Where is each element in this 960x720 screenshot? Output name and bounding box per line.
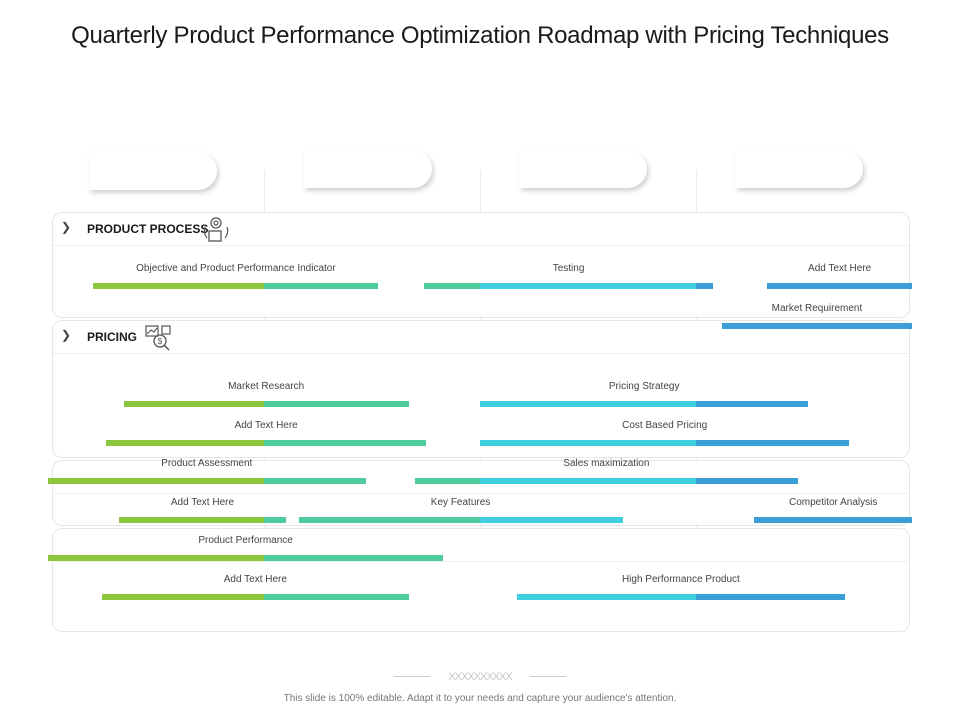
task-label: Product Performance bbox=[198, 535, 293, 546]
quarter-tab-q1: Q1 2021 bbox=[89, 152, 217, 190]
section-title: PRICING bbox=[87, 330, 138, 344]
quarter-tab-q3: Q3 2021 bbox=[519, 150, 647, 188]
task-bar-segment bbox=[123, 401, 264, 407]
task-bar-segment bbox=[480, 401, 696, 407]
task-bar-segment bbox=[93, 283, 264, 289]
task-bar-segment bbox=[754, 517, 912, 523]
quarter-label: Q2 2021 bbox=[335, 159, 401, 178]
row-divider bbox=[52, 561, 908, 562]
task-label: Add Text Here bbox=[223, 574, 287, 585]
task-label: Sales maximization bbox=[563, 458, 650, 469]
task-bar-segment bbox=[696, 440, 850, 446]
task-label: Market Requirement bbox=[771, 303, 863, 314]
task-label: Competitor Analysis bbox=[788, 497, 878, 508]
quarter-tab-q2: Q2 2021 bbox=[304, 150, 432, 188]
task-bar-segment bbox=[696, 283, 714, 289]
footer-decoration: XXXXXXXXXX bbox=[0, 668, 960, 686]
task-bar-segment bbox=[264, 283, 379, 289]
task-bar-segment bbox=[119, 517, 264, 523]
task-bar-segment bbox=[264, 517, 286, 523]
quarter-label: Q4 2021 bbox=[766, 159, 832, 178]
quarter-label: Q1 2021 bbox=[120, 161, 186, 180]
section-product-process: ❯ PRODUCT PROCESS bbox=[52, 212, 910, 318]
price-tag-chart-icon: $ bbox=[145, 325, 171, 351]
section-header[interactable]: ❯ PRICING $ bbox=[53, 321, 909, 354]
task-label: Pricing Strategy bbox=[608, 381, 680, 392]
task-label: Objective and Product Performance Indica… bbox=[136, 263, 336, 274]
chevron-down-icon[interactable]: ❯ bbox=[61, 328, 72, 342]
task-bar-segment bbox=[696, 594, 846, 600]
task-label: Product Assessment bbox=[161, 458, 253, 469]
task-bar-segment bbox=[480, 283, 696, 289]
page-title: Quarterly Product Performance Optimizati… bbox=[71, 22, 889, 49]
task-label: Testing bbox=[552, 263, 585, 274]
footer-note: This slide is 100% editable. Adapt it to… bbox=[283, 693, 677, 704]
quarter-label: Q3 2021 bbox=[550, 159, 616, 178]
task-bar-segment bbox=[696, 478, 798, 484]
task-bar-segment bbox=[48, 478, 264, 484]
task-bar-segment bbox=[696, 401, 809, 407]
row-divider bbox=[52, 493, 908, 494]
task-bar-segment bbox=[264, 555, 444, 561]
task-bar-segment bbox=[264, 440, 426, 446]
chevron-down-icon[interactable]: ❯ bbox=[61, 220, 72, 234]
footer-pattern: XXXXXXXXXX bbox=[448, 670, 512, 683]
task-bar-segment bbox=[264, 478, 366, 484]
task-bar-segment bbox=[721, 323, 912, 329]
task-bar-segment bbox=[298, 517, 480, 523]
task-bar-segment bbox=[415, 478, 480, 484]
task-label: High Performance Product bbox=[621, 574, 740, 585]
section-title: PRODUCT PROCESS bbox=[87, 222, 209, 236]
task-label: Add Text Here bbox=[170, 497, 235, 508]
svg-text:$: $ bbox=[158, 337, 163, 346]
task-bar-segment bbox=[264, 401, 409, 407]
task-label: Cost Based Pricing bbox=[622, 420, 708, 431]
task-bar-segment bbox=[48, 555, 264, 561]
task-bar-segment bbox=[102, 594, 264, 600]
task-label: Key Features bbox=[430, 497, 491, 508]
task-bar-segment bbox=[480, 517, 623, 523]
gear-box-icon bbox=[203, 217, 229, 242]
task-bar-segment bbox=[516, 594, 696, 600]
task-bar-segment bbox=[480, 478, 696, 484]
section-header[interactable]: ❯ PRODUCT PROCESS bbox=[53, 213, 909, 246]
task-bar-segment bbox=[480, 440, 696, 446]
task-bar-segment bbox=[106, 440, 264, 446]
task-bar-segment bbox=[423, 283, 480, 289]
task-bar-segment bbox=[767, 283, 912, 289]
section-group-4 bbox=[52, 528, 910, 632]
task-bar-segment bbox=[264, 594, 409, 600]
task-label: Add Text Here bbox=[808, 263, 872, 274]
task-label: Market Research bbox=[228, 381, 305, 392]
quarter-tab-q4: Q4 2021 bbox=[735, 150, 863, 188]
section-pricing: ❯ PRICING $ bbox=[52, 320, 910, 458]
task-label: Add Text Here bbox=[234, 420, 298, 431]
